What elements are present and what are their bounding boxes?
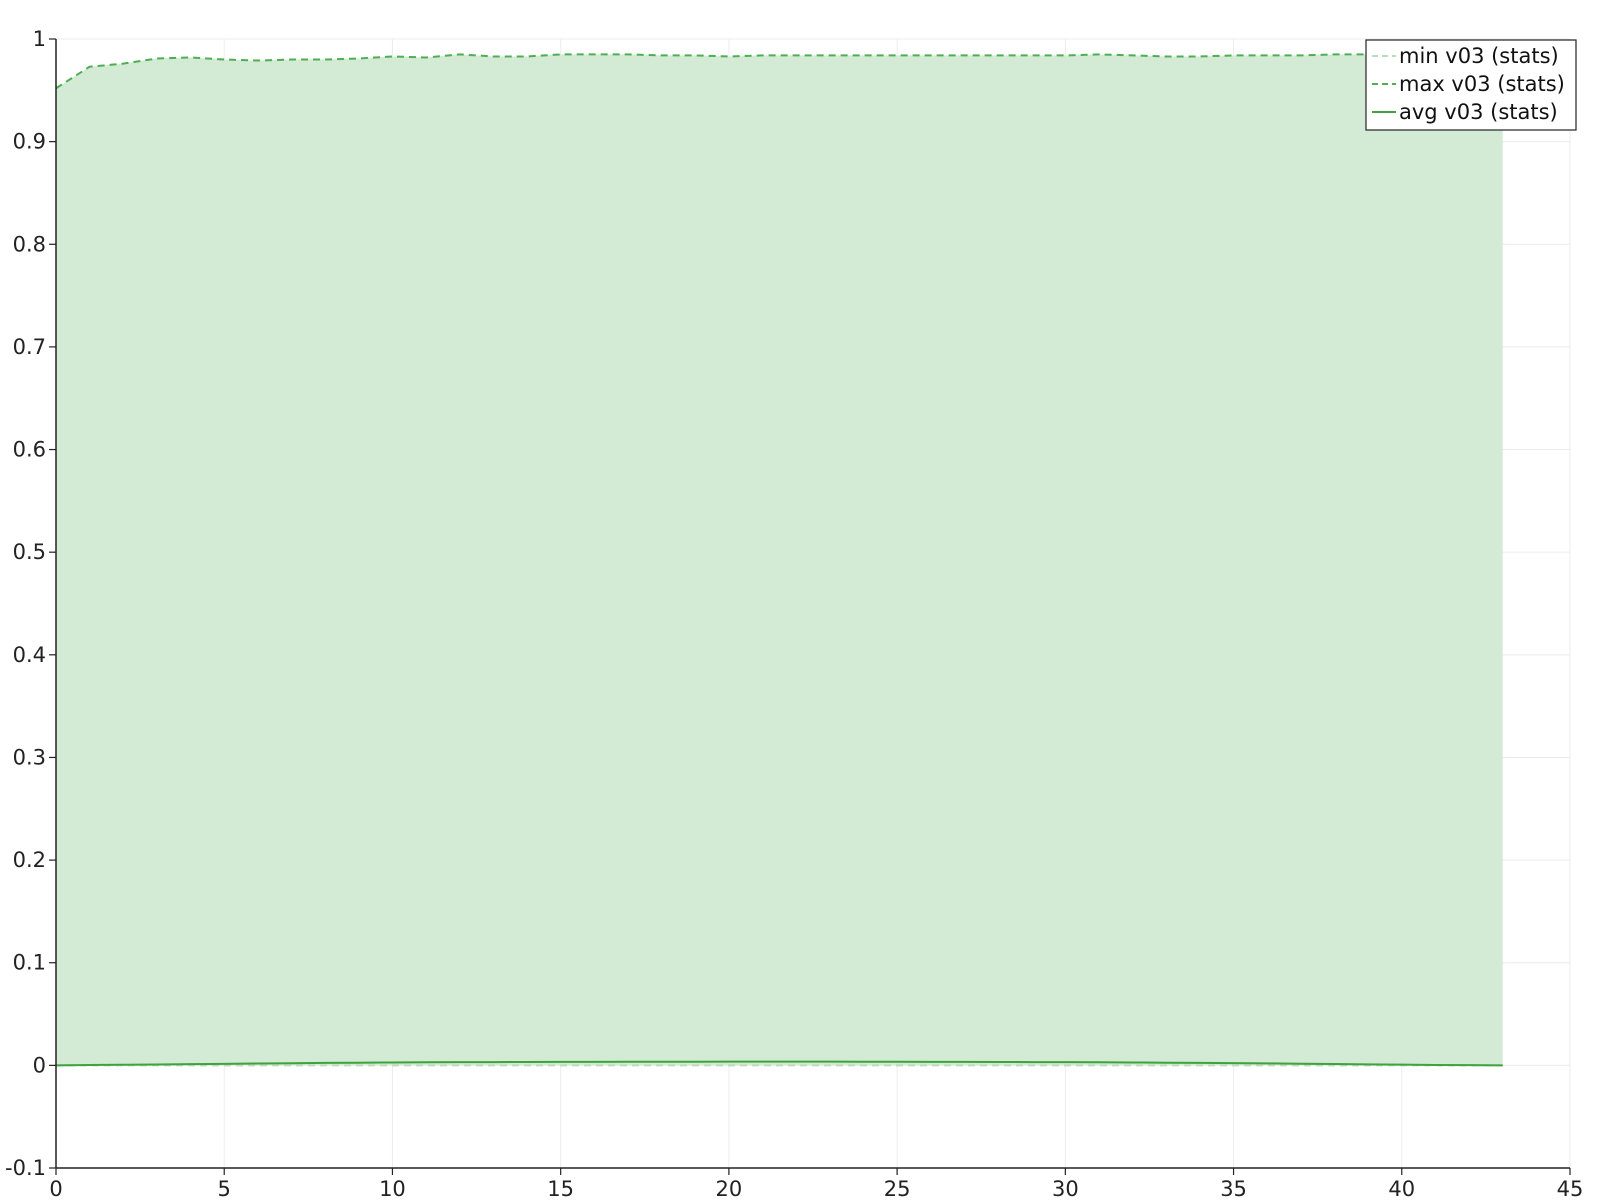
x-tick-label: 35: [1220, 1177, 1247, 1200]
legend-item[interactable]: avg v03 (stats): [1372, 100, 1558, 124]
x-tick-label: 10: [379, 1177, 406, 1200]
y-tick-label: 0.4: [13, 643, 46, 667]
legend-label: max v03 (stats): [1399, 72, 1565, 96]
legend-label: min v03 (stats): [1399, 44, 1559, 68]
y-tick-label: 0.1: [13, 951, 46, 975]
y-tick-label: 0.8: [13, 232, 46, 256]
series-line-avg: [55, 1060, 1503, 1067]
y-tick-label: 1: [33, 27, 46, 51]
x-tick-label: 30: [1052, 1177, 1079, 1200]
y-tick-label: 0: [33, 1053, 46, 1077]
y-tick-label: 0.5: [13, 540, 46, 564]
legend-item[interactable]: min v03 (stats): [1372, 44, 1559, 68]
min-max-band: [56, 54, 1503, 1066]
legend[interactable]: min v03 (stats) max v03 (stats) avg v03 (s…: [1365, 39, 1577, 131]
x-tick-label: 15: [547, 1177, 574, 1200]
y-tick-label: 0.3: [13, 745, 46, 769]
y-tick-label: 0.6: [13, 438, 46, 462]
legend-label: avg v03 (stats): [1399, 100, 1558, 124]
x-tick-label: 5: [218, 1177, 231, 1200]
y-tick-label: 0.9: [13, 130, 46, 154]
x-tick-label: 25: [884, 1177, 911, 1200]
y-tick-label: 0.7: [13, 335, 46, 359]
x-tick-label: 20: [716, 1177, 743, 1200]
y-tick-label: 0.2: [13, 848, 46, 872]
x-tick-label: 45: [1557, 1177, 1584, 1200]
min-max-band-area: [56, 54, 1503, 1066]
axes: [55, 39, 1570, 1169]
legend-item[interactable]: max v03 (stats): [1372, 72, 1565, 96]
x-tick-label: 40: [1388, 1177, 1415, 1200]
tick-marks-and-labels: 0 5 10 15 20 25 30 35 40 45-0.100.10.20.30.40.50.…: [5, 27, 1583, 1200]
y-tick-label: -0.1: [5, 1156, 46, 1180]
legend-box: [1365, 39, 1577, 131]
x-tick-label: 0: [49, 1177, 62, 1200]
series-lines: [55, 53, 1503, 1067]
series-line-max: [55, 53, 1503, 90]
